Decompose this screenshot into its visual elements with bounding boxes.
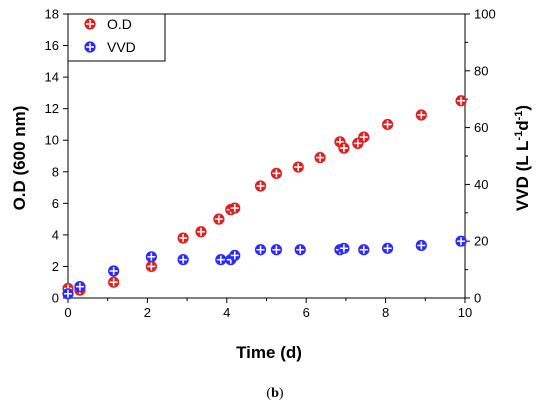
right-y-tick-label: 40 — [474, 177, 488, 192]
x-axis-ticks: 0 2 4 6 8 10 — [64, 298, 472, 320]
series-layer — [62, 95, 467, 300]
vvd-point — [145, 251, 157, 263]
vvd-point — [381, 242, 394, 254]
o-d-point — [229, 202, 241, 214]
left-y-tick-label: 18 — [45, 7, 59, 22]
left-y-tick-label: 14 — [45, 70, 59, 85]
scatter-chart: 0 2 4 6 8 10 0 2 4 6 8 10 12 14 16 18 0 20 40 60 80 100 Tim… — [10, 7, 532, 363]
vvd-point — [215, 254, 227, 266]
vvd-point — [108, 265, 120, 277]
vvd-point — [358, 244, 370, 256]
left-y-tick-label: 16 — [45, 38, 59, 53]
legend-marker-od-symbol — [84, 18, 96, 30]
legend-label-vvd: VVD — [107, 39, 136, 55]
o-d-point — [270, 167, 283, 179]
o-d-point — [381, 118, 394, 131]
left-y-tick-label: 12 — [45, 101, 59, 116]
right-y-title-prefix: VVD (L L — [513, 141, 532, 212]
o-d-point — [213, 213, 225, 225]
right-y-tick-label: 20 — [474, 234, 488, 249]
x-tick-label: 6 — [303, 305, 310, 320]
series-o-d — [62, 95, 467, 296]
vvd-point — [455, 235, 467, 247]
right-y-title-sup2: -1 — [513, 111, 525, 121]
o-d-point — [358, 131, 370, 143]
x-tick-label: 4 — [223, 305, 230, 320]
figure-caption: (b) — [0, 386, 550, 402]
vvd-point — [294, 244, 306, 256]
x-tick-label: 8 — [382, 305, 389, 320]
o-d-point — [195, 226, 207, 238]
vvd-point — [254, 244, 267, 256]
right-y-title-mid: d — [513, 120, 532, 130]
vvd-point — [229, 249, 241, 261]
left-y-tick-label: 0 — [52, 291, 59, 306]
vvd-point — [270, 244, 283, 256]
left-y-axis-ticks: 0 2 4 6 8 10 12 14 16 18 — [45, 7, 68, 306]
x-tick-label: 10 — [458, 305, 472, 320]
vvd-point — [177, 254, 189, 266]
left-y-tick-label: 6 — [52, 196, 59, 211]
legend-marker-od — [84, 18, 96, 30]
legend: O.D VVD — [67, 13, 166, 62]
right-y-axis-ticks: 0 20 40 60 80 100 — [465, 7, 496, 306]
o-d-point — [338, 142, 350, 154]
o-d-point — [108, 276, 120, 288]
o-d-point — [314, 151, 326, 164]
left-y-tick-label: 4 — [52, 227, 59, 242]
legend-marker-vvd — [84, 41, 96, 53]
right-y-tick-label: 80 — [474, 63, 488, 78]
series-vvd — [62, 235, 467, 300]
x-axis-title: Time (d) — [236, 343, 302, 362]
legend-label-od: O.D — [107, 16, 132, 32]
o-d-point — [177, 232, 189, 244]
right-y-tick-label: 0 — [474, 291, 481, 306]
left-y-tick-label: 10 — [45, 133, 59, 148]
right-y-title-suffix: ) — [513, 105, 532, 111]
x-tick-label: 2 — [144, 305, 151, 320]
vvd-point — [62, 288, 74, 300]
o-d-point — [145, 260, 157, 273]
legend-box — [67, 13, 166, 62]
vvd-point — [74, 281, 86, 293]
o-d-point — [254, 180, 267, 192]
o-d-point — [292, 161, 304, 173]
right-y-tick-label: 60 — [474, 120, 488, 135]
vvd-point — [338, 242, 350, 254]
o-d-point — [415, 109, 427, 121]
left-y-tick-label: 8 — [52, 164, 59, 179]
caption-letter: b — [271, 386, 279, 401]
left-y-axis-title: O.D (600 nm) — [10, 106, 29, 211]
right-y-tick-label: 100 — [474, 7, 496, 22]
legend-marker-vvd-symbol — [84, 41, 96, 53]
right-y-axis-title: VVD (L L-1d-1) — [513, 105, 532, 211]
vvd-point — [415, 239, 427, 252]
o-d-point — [455, 95, 467, 107]
caption-open: ( — [266, 386, 272, 401]
x-tick-label: 0 — [64, 305, 71, 320]
caption-close: ) — [278, 386, 284, 401]
left-y-tick-label: 2 — [52, 259, 59, 274]
right-y-title-sup1: -1 — [513, 131, 525, 141]
